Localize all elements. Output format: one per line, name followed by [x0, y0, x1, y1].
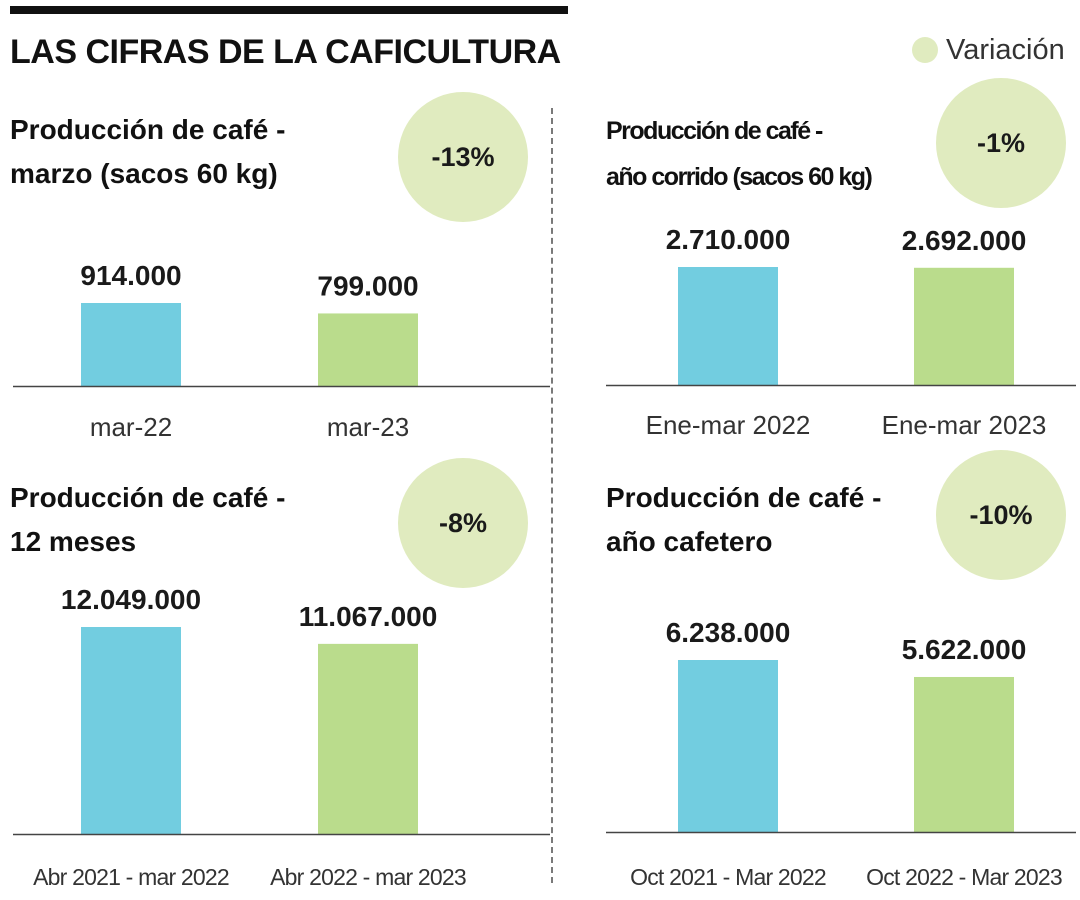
panel-title-line-1: Producción de café -: [606, 482, 882, 513]
bar-chart: 914.000 mar-22 799.000 mar-23: [13, 260, 550, 442]
bar-value-label: 6.238.000: [666, 617, 791, 648]
panel-title-line-2: año corrido (sacos 60 kg): [606, 163, 873, 191]
x-tick-label: Ene-mar 2023: [882, 410, 1047, 440]
x-tick-label: Abr 2022 - mar 2023: [270, 864, 466, 890]
panel-ytd-production: Producción de café - año corrido (sacos …: [606, 78, 1080, 498]
bar: [914, 676, 1014, 832]
bar: [318, 643, 418, 834]
x-tick-label: mar-23: [327, 412, 409, 442]
legend-label: Variación: [946, 33, 1065, 66]
panel-title: Producción de café - marzo (sacos 60 kg): [10, 108, 285, 196]
top-rule: [10, 6, 568, 14]
panel-title-line-2: año cafetero: [606, 526, 773, 557]
bar-value-label: 799.000: [317, 270, 418, 301]
panel-title: Producción de café - año cafetero: [606, 476, 881, 564]
panel-title-line-1: Producción de café -: [10, 482, 286, 513]
variation-badge: -8%: [398, 458, 528, 588]
panel-coffee-year-production: Producción de café - año cafetero -10% 6…: [606, 450, 1080, 890]
bar-chart: 12.049.000 Abr 2021 - mar 2022 11.067.000 A…: [13, 584, 550, 890]
bar: [81, 303, 181, 386]
panel-title-line-1: Producción de café -: [10, 114, 286, 145]
panel-title-line-1: Producción de café -: [606, 117, 823, 145]
infographic-title: LAS CIFRAS DE LA CAFICULTURA: [10, 33, 561, 71]
panel-title-line-2: 12 meses: [10, 526, 137, 557]
x-tick-label: Oct 2022 - Mar 2023: [866, 864, 1062, 890]
x-tick-label: Ene-mar 2022: [646, 410, 811, 440]
legend-swatch-variation: [912, 37, 938, 63]
bar-value-label: 12.049.000: [61, 584, 201, 615]
legend: Variación: [912, 30, 1065, 70]
bar-chart: 6.238.000 Oct 2021 - Mar 2022 5.622.000 Oct…: [606, 617, 1076, 890]
bar: [81, 627, 181, 834]
panel-title-line-2: marzo (sacos 60 kg): [10, 158, 278, 189]
variation-badge: -13%: [398, 92, 528, 222]
variation-badge: -1%: [936, 78, 1066, 208]
variation-badge: -10%: [936, 450, 1066, 580]
x-tick-label: mar-22: [90, 412, 172, 442]
bar-value-label: 5.622.000: [902, 634, 1027, 665]
bar-value-label: 914.000: [80, 260, 181, 291]
panel-title: Producción de café - año corrido (sacos …: [606, 108, 873, 200]
x-tick-label: Oct 2021 - Mar 2022: [630, 864, 826, 890]
bar: [318, 313, 418, 386]
bar: [678, 660, 778, 832]
bar-chart: 2.710.000 Ene-mar 2022 2.692.000 Ene-mar 20…: [606, 224, 1076, 440]
x-tick-label: Abr 2021 - mar 2022: [33, 864, 229, 890]
bar-value-label: 11.067.000: [299, 601, 438, 632]
panel-divider: [551, 108, 553, 883]
bar-value-label: 2.692.000: [902, 225, 1027, 256]
bar-value-label: 2.710.000: [666, 224, 791, 255]
bar: [914, 267, 1014, 385]
panel-title: Producción de café - 12 meses: [10, 476, 285, 564]
bar: [678, 267, 778, 385]
panel-12-month-production: Producción de café - 12 meses -8% 12.049…: [10, 458, 550, 890]
panel-march-production: Producción de café - marzo (sacos 60 kg)…: [10, 92, 550, 498]
